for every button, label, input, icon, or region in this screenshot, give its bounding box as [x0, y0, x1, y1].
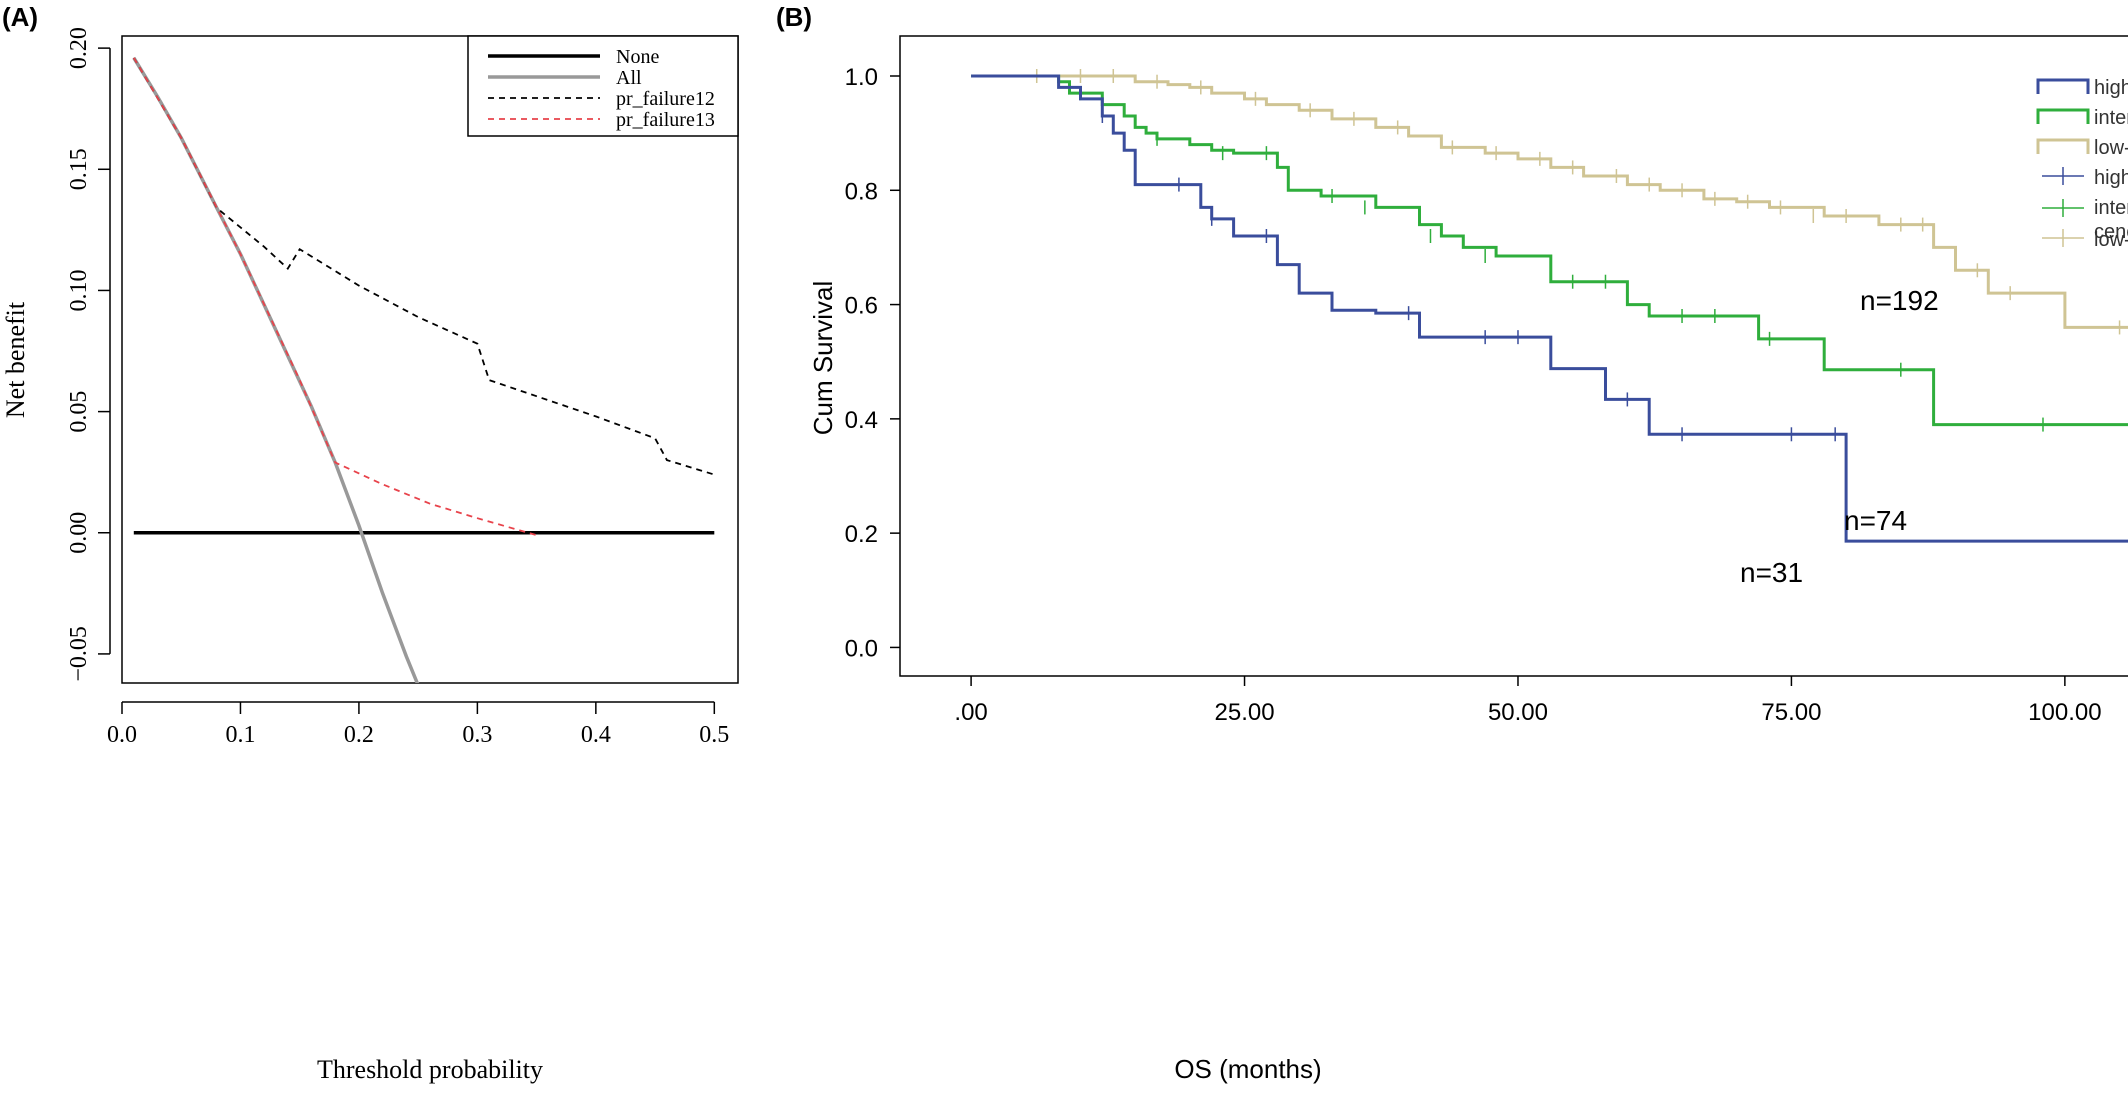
panel-b-x-tick-label: 75.00: [1761, 699, 1821, 726]
panel-a-x-tick-label: 0.2: [344, 722, 374, 748]
n-label-low-risk: n=192: [1860, 285, 1939, 316]
panel-a-x-tick-label: 0.3: [462, 722, 492, 748]
panel-b-label: (B): [776, 2, 812, 32]
panel-b-y-tick-label: 1.0: [845, 64, 878, 91]
panel-a-x-axis-title: Threshold probability: [317, 1055, 543, 1084]
series-pr-failure12-line: [133, 57, 715, 476]
panel-b-y-tick-label: 0.2: [845, 521, 878, 548]
panel-a-y-tick-label: 0.10: [66, 269, 92, 311]
panel-b-y-tick-label: 0.6: [845, 293, 878, 320]
legend-swatch-high-risk: [2036, 78, 2090, 94]
panel-a-axes: −0.05 0.00 0.05 0.10 0.15 0.20 0.0 0.1 0.2 0.3 0.4…: [66, 27, 729, 748]
panel-b-series: [971, 69, 2128, 543]
panel-a-label: (A): [2, 2, 38, 32]
series-pr-failure13-line: [133, 57, 537, 537]
panel-a-y-tick-label: 0.05: [66, 391, 92, 433]
legend-label-high-risk: high-risk: [2094, 77, 2128, 99]
panel-b-x-tick-label: .00: [954, 699, 987, 726]
panel-a-y-tick-label: 0.00: [66, 512, 92, 554]
panel-a-x-tick-label: 0.0: [107, 722, 137, 748]
legend-label-high-risk-cencored: high-risk- cencored: [2094, 167, 2128, 189]
legend-label-intermediate-risk-cencored: intermediate-risk-: [2094, 197, 2128, 219]
legend-label-low-risk-cencored: low-risk- cencored: [2094, 229, 2128, 251]
panel-a-plot-frame: [121, 35, 739, 684]
n-label-intermediate-risk: n=74: [1844, 505, 1907, 536]
legend-label-intermediate-risk: intermediate-risk: [2094, 107, 2128, 129]
legend-label-pr-failure13: pr_failure13: [616, 109, 715, 131]
legend-label-low-risk: low-risk: [2094, 137, 2128, 159]
panel-b: (B) 0.0 0.2 0.4 0.6 0.8 1.0 .00 25.00 50.00 75.00…: [776, 2, 2128, 1084]
panel-a-y-axis-title: Net benefit: [1, 301, 30, 418]
panel-b-plot-frame: [899, 35, 2128, 677]
panel-a-x-tick-label: 0.5: [699, 722, 729, 748]
panel-b-n-labels: n=31 n=74 n=192: [1740, 285, 1939, 588]
series-high-risk-curve: [971, 74, 2128, 543]
legend-label-all: All: [616, 67, 642, 89]
legend-label-intermediate-risk-cencored: cencored: [2094, 221, 2128, 243]
panel-a-x-tick-label: 0.1: [225, 722, 255, 748]
panel-b-x-axis-title: OS (months): [1174, 1054, 1321, 1084]
series-all-line: [132, 56, 420, 683]
legend-label-none: None: [616, 46, 659, 68]
panel-b-x-tick-label: 100.00: [2028, 699, 2101, 726]
panel-a-y-tick-label: 0.20: [66, 27, 92, 69]
panel-a-series: [132, 56, 715, 683]
panel-a-y-tick-label: 0.15: [66, 148, 92, 190]
panel-b-legend: high-risk intermediate-risk low-risk high-r…: [2036, 77, 2128, 251]
n-label-high-risk: n=31: [1740, 557, 1803, 588]
panel-b-y-tick-label: 0.0: [845, 635, 878, 662]
panel-b-y-axis-title: Cum Survival: [808, 281, 838, 436]
series-intermediate-risk-curve: [971, 74, 2128, 427]
legend-label-pr-failure12: pr_failure12: [616, 88, 715, 110]
panel-a-y-tick-label: −0.05: [66, 626, 92, 682]
series-low-risk-curve: [971, 74, 2128, 329]
panel-b-axes: 0.0 0.2 0.4 0.6 0.8 1.0 .00 25.00 50.00 75.00 100.…: [845, 64, 2102, 726]
panel-b-y-tick-label: 0.4: [845, 407, 878, 434]
panel-b-x-tick-label: 50.00: [1488, 699, 1548, 726]
panel-a-x-tick-label: 0.4: [581, 722, 611, 748]
panel-b-y-tick-label: 0.8: [845, 178, 878, 205]
legend-swatch-low-risk: [2036, 138, 2090, 154]
legend-swatch-intermediate-risk: [2036, 108, 2090, 124]
panel-a: (A) −0.05 0.00 0.05 0.10 0.15 0.20 0.0 0.1 0.2 0.…: [1, 2, 739, 1084]
panel-b-x-tick-label: 25.00: [1215, 699, 1275, 726]
